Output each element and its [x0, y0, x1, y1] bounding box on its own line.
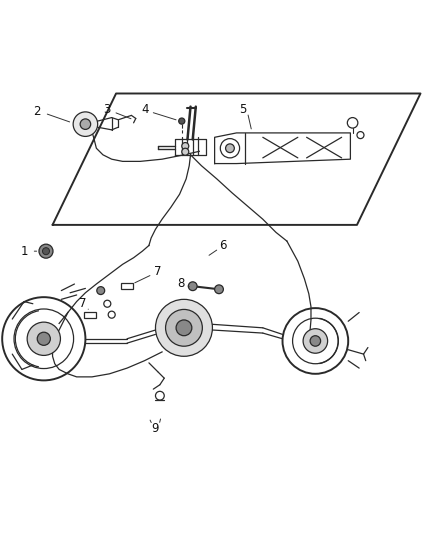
- Circle shape: [27, 322, 60, 356]
- Text: 4: 4: [141, 103, 149, 116]
- Circle shape: [176, 320, 192, 336]
- Text: 7: 7: [154, 265, 162, 278]
- Circle shape: [97, 287, 105, 295]
- Text: 2: 2: [33, 104, 41, 117]
- Circle shape: [179, 118, 185, 124]
- Circle shape: [303, 329, 328, 353]
- Text: 3: 3: [104, 103, 111, 116]
- Circle shape: [155, 300, 212, 356]
- Circle shape: [215, 285, 223, 294]
- Circle shape: [182, 148, 189, 155]
- Text: 1: 1: [20, 245, 28, 257]
- Circle shape: [42, 248, 49, 255]
- Circle shape: [73, 112, 98, 136]
- Text: 6: 6: [219, 239, 226, 252]
- Circle shape: [310, 336, 321, 346]
- Circle shape: [80, 119, 91, 130]
- FancyBboxPatch shape: [121, 283, 133, 289]
- Text: 9: 9: [152, 422, 159, 435]
- Text: 7: 7: [78, 297, 86, 310]
- Text: 8: 8: [177, 277, 184, 289]
- Circle shape: [37, 332, 50, 345]
- Circle shape: [39, 244, 53, 258]
- Text: 5: 5: [240, 103, 247, 116]
- FancyBboxPatch shape: [84, 312, 96, 318]
- Circle shape: [182, 142, 189, 150]
- Circle shape: [226, 144, 234, 152]
- Circle shape: [166, 310, 202, 346]
- Circle shape: [188, 282, 197, 290]
